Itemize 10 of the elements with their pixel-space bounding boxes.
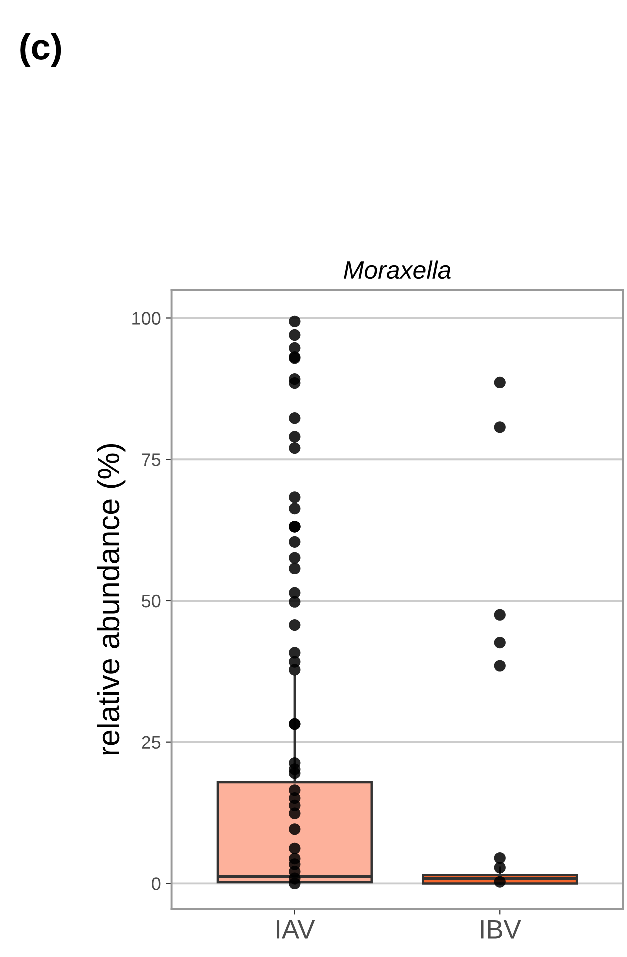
y-tick-label: 100 xyxy=(132,312,161,325)
y-axis-title: relative abundance (%) xyxy=(97,444,126,755)
text: (c) xyxy=(20,33,62,68)
y-tick-label: 25 xyxy=(142,736,161,750)
y-tick-label: 50 xyxy=(142,594,161,608)
chart-title: Moraxella xyxy=(344,260,451,280)
x-tick-label: IAV xyxy=(277,920,316,939)
x-tick-label: IBV xyxy=(481,920,522,939)
y-tick-label: 75 xyxy=(142,454,161,466)
y-tick-label: 0 xyxy=(152,878,161,890)
